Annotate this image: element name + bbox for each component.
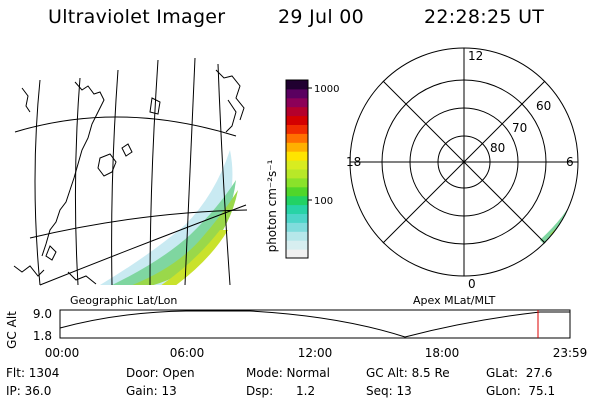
date-label: 29 Jul 00 [278, 6, 365, 28]
ip-value: IP: 36.0 [6, 384, 52, 398]
geographic-map [13, 57, 248, 286]
geo-latitude-value: GLat: 27.6 [486, 366, 553, 380]
gc-alt-curve [59, 310, 570, 338]
gc-alt-tick-max: 9.0 [33, 307, 52, 321]
gc-alt-tick-min: 1.8 [33, 329, 52, 343]
coastline [13, 69, 245, 285]
colorbar-cell [286, 97, 308, 108]
colorbar-cell [286, 231, 308, 241]
sequence-value: Seq: 13 [366, 384, 412, 398]
colorbar-tick-1000: 1000 [314, 84, 339, 95]
gc-alt-frame [59, 309, 571, 339]
mlat-label-70: 70 [512, 121, 527, 135]
mlt-label-18: 18 [346, 155, 361, 169]
colorbar-cell [286, 106, 308, 117]
colorbar-tick-100: 100 [314, 196, 333, 207]
color-scale-bar: 1000 100 photon cm⁻²s⁻¹ [265, 79, 339, 259]
app-title: Ultraviolet Imager [48, 6, 226, 28]
aurora-emission-geo [100, 150, 238, 285]
apex-map-label: Apex MLat/MLT [413, 294, 496, 307]
colorbar-cell [286, 204, 308, 214]
colorbar-cell [286, 80, 308, 90]
colorbar-cell [286, 177, 308, 188]
mode-value: Mode: Normal [246, 366, 330, 380]
time-label: 22:28:25 UT [424, 6, 545, 28]
latitude-grid [14, 116, 248, 286]
longitude-grid [34, 57, 231, 286]
aurora-emission-polar [536, 194, 578, 250]
gc-altitude-value: GC Alt: 8.5 Re [366, 366, 450, 380]
colorbar-cell [286, 160, 308, 170]
gc-alt-axis-label: GC Alt [5, 311, 19, 349]
colorbar-cell [286, 124, 308, 134]
colorbar-cell [286, 186, 308, 197]
dsp-value: Dsp: 1.2 [246, 384, 316, 398]
mlat-label-60: 60 [536, 99, 551, 113]
colorbar-cell [286, 213, 308, 223]
geo-longitude-value: GLon: 75.1 [486, 384, 556, 398]
time-tick-1200: 12:00 [297, 346, 333, 360]
geographic-map-label: Geographic Lat/Lon [70, 294, 178, 307]
colorbar-cell [286, 151, 308, 161]
flight-number: Flt: 1304 [6, 366, 60, 380]
polar-grid [349, 47, 579, 277]
apex-polar-plot: 12 18 6 0 60 70 80 [346, 47, 579, 291]
time-tick-2359: 23:59 [552, 346, 588, 360]
colorbar-cell [286, 222, 308, 232]
gc-altitude-plot: GC Alt 9.0 1.8 [5, 307, 571, 349]
colorbar-cell [286, 249, 308, 259]
time-tick-0000: 00:00 [44, 346, 80, 360]
colorbar-cell [286, 142, 308, 152]
mlt-label-12: 12 [468, 49, 483, 63]
gain-value: Gain: 13 [126, 384, 177, 398]
colorbar-cell [286, 133, 308, 143]
colorbar-unit-label: photon cm⁻²s⁻¹ [265, 159, 279, 252]
mlt-label-6: 6 [566, 155, 574, 169]
colorbar-cell [286, 169, 308, 179]
time-tick-1800: 18:00 [424, 346, 460, 360]
colorbar-cell [286, 240, 308, 250]
mlt-label-0: 0 [468, 277, 476, 291]
door-status: Door: Open [126, 366, 195, 380]
colorbar-cell [286, 88, 308, 99]
colorbar-cell [286, 195, 308, 206]
colorbar-cell [286, 115, 308, 125]
mlat-label-80: 80 [490, 141, 505, 155]
time-tick-0600: 06:00 [169, 346, 205, 360]
